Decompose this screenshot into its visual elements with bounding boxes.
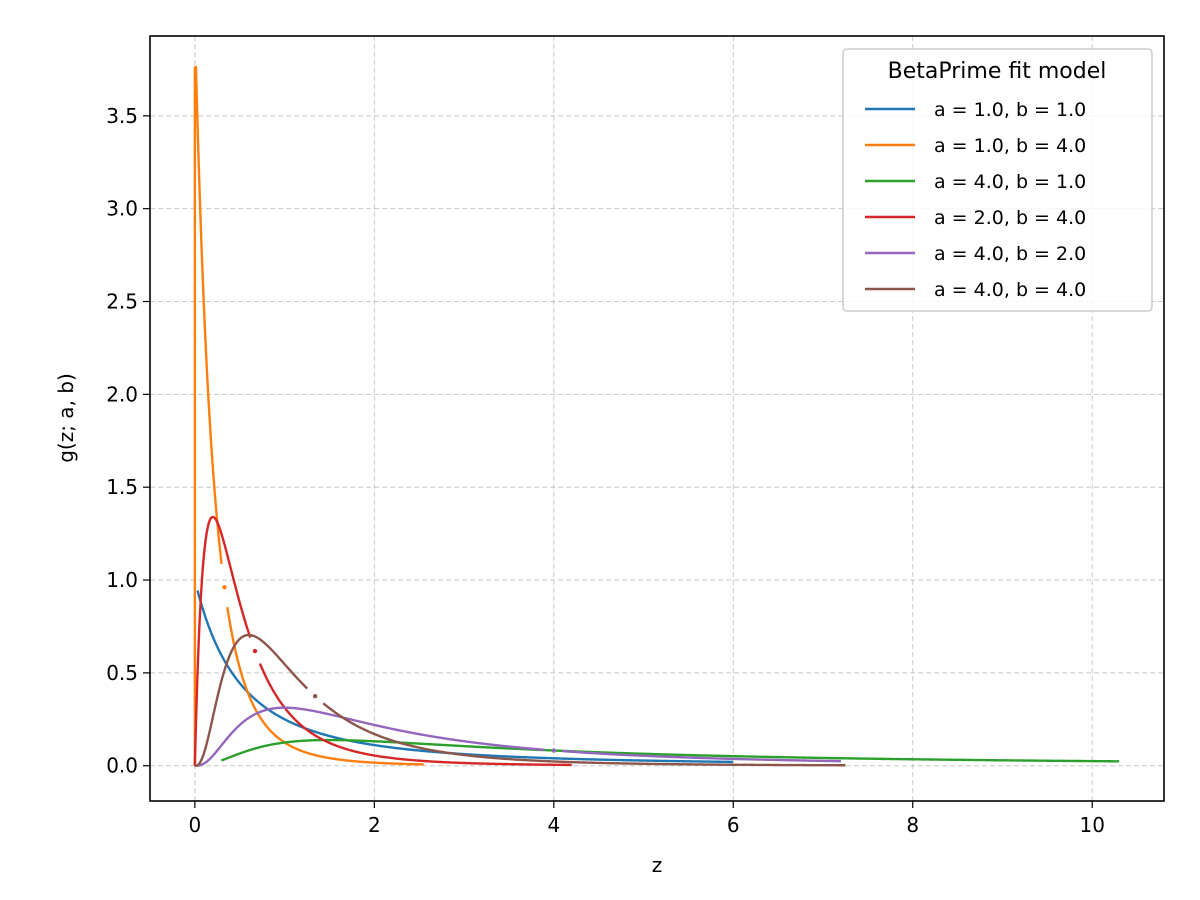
x-axis: 0 2 4 6 8 10 [189,801,1105,837]
x-tick-label: 4 [547,813,560,837]
y-tick-label: 2.5 [106,290,138,314]
series-marker-5 [312,693,318,699]
legend-label: a = 4.0, b = 2.0 [934,243,1086,265]
y-tick-label: 0.5 [106,661,138,685]
y-tick-label: 3.0 [106,197,138,221]
series-line-2 [220,738,1120,763]
legend-box [842,48,1153,312]
x-tick-label: 10 [1079,813,1104,837]
y-tick-label: 2.0 [106,382,138,406]
y-tick-label: 3.5 [106,104,138,128]
x-tick-label: 2 [368,813,381,837]
legend-label: a = 1.0, b = 1.0 [934,99,1086,121]
series-line-3 [193,515,252,767]
grid-lines [150,36,1164,801]
series-line-0 [196,589,734,764]
x-axis-label: z [652,853,663,877]
legend: BetaPrime fit model a = 1.0, b = 1.0 a = … [842,48,1153,312]
series-marker-3 [252,648,258,654]
legend-label: a = 4.0, b = 1.0 [934,171,1086,193]
y-axis-label: g(z; a, b) [54,373,78,463]
legend-label: a = 4.0, b = 4.0 [934,279,1086,301]
series-line-5 [193,633,309,767]
series-marker-1 [222,585,227,590]
x-tick-label: 6 [727,813,740,837]
x-tick-label: 0 [189,813,202,837]
y-tick-label: 1.0 [106,568,138,592]
series-line-1 [226,606,425,766]
series-line-4 [561,749,841,763]
legend-label: a = 2.0, b = 4.0 [934,207,1086,229]
y-tick-label: 0.0 [106,754,138,778]
series-marker-4 [551,748,557,753]
axes-frame [149,35,1165,802]
series-line-1 [193,65,223,766]
y-axis: 0.0 0.5 1.0 1.5 2.0 2.5 3.0 3.5 [106,104,150,778]
series-line-5 [322,702,846,767]
plot-area [193,65,1120,767]
y-tick-label: 1.5 [106,475,138,499]
x-tick-label: 8 [906,813,919,837]
legend-label: a = 1.0, b = 4.0 [934,135,1086,157]
series-line-3 [258,663,572,767]
legend-title: BetaPrime fit model [888,59,1107,84]
series-line-4 [193,706,545,767]
